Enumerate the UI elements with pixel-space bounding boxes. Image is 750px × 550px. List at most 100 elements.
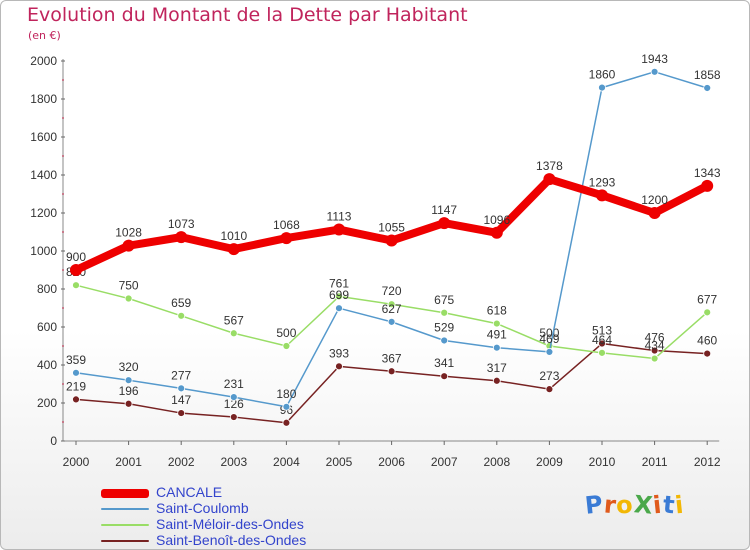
data-label: 126: [224, 397, 244, 411]
data-label: 180: [276, 387, 296, 401]
data-point: [701, 179, 714, 192]
data-label: 1028: [115, 226, 142, 240]
data-point: [543, 173, 556, 186]
data-label: 1343: [694, 166, 721, 180]
legend-swatch: [101, 540, 149, 542]
data-point: [227, 243, 240, 256]
data-point: [387, 367, 396, 376]
data-point: [177, 311, 186, 320]
data-label: 1096: [483, 213, 510, 227]
data-label: 273: [539, 369, 559, 383]
data-label: 1055: [378, 221, 405, 235]
data-label: 491: [487, 328, 507, 342]
x-tick-label: 2003: [220, 455, 247, 469]
x-tick-label: 2005: [326, 455, 353, 469]
x-tick-label: 2008: [483, 455, 510, 469]
data-label: 761: [329, 276, 349, 290]
legend-label: CANCALE: [156, 484, 223, 500]
y-tick-label: 1000: [30, 244, 57, 258]
data-point: [490, 226, 503, 239]
data-label: 675: [434, 293, 454, 307]
data-label: 1010: [220, 229, 247, 243]
data-label: 1943: [641, 52, 668, 66]
data-label: 720: [382, 284, 402, 298]
y-tick-label: 800: [37, 282, 57, 296]
x-tick-label: 2007: [431, 455, 458, 469]
data-point: [72, 368, 80, 377]
data-point: [492, 319, 501, 328]
data-point: [440, 308, 449, 317]
data-point: [124, 399, 133, 408]
legend-swatch: [101, 524, 149, 526]
data-label: 1147: [431, 203, 457, 217]
data-label: 513: [592, 324, 612, 338]
chart-subtitle: (en €): [28, 29, 61, 42]
data-label: 1293: [589, 175, 616, 189]
data-label: 500: [276, 326, 296, 340]
data-point: [122, 239, 135, 252]
data-label: 1860: [589, 68, 616, 82]
legend-label: Saint-Méloir-des-Ondes: [156, 516, 304, 532]
legend-swatch: [101, 488, 149, 498]
data-point: [72, 281, 80, 290]
data-point: [387, 317, 396, 326]
data-label: 677: [697, 292, 717, 306]
data-point: [282, 402, 291, 411]
data-point: [333, 223, 345, 236]
x-tick-label: 2006: [378, 455, 405, 469]
data-label: 476: [645, 331, 665, 345]
data-label: 196: [119, 384, 139, 398]
data-label: 219: [66, 379, 86, 393]
legend-swatch: [101, 508, 149, 510]
data-point: [598, 83, 606, 92]
data-point: [650, 354, 659, 363]
chart-title: Evolution du Montant de la Dette par Hab…: [27, 4, 468, 26]
x-tick-label: 2004: [273, 455, 300, 469]
data-point: [648, 207, 661, 219]
data-point: [282, 418, 291, 427]
data-point: [124, 376, 133, 385]
data-label: 1073: [168, 217, 195, 231]
data-point: [385, 234, 398, 247]
data-point: [124, 294, 133, 303]
data-point: [387, 300, 396, 309]
data-label: 231: [224, 377, 244, 391]
data-label: 359: [66, 353, 86, 367]
data-label: 460: [697, 334, 717, 348]
data-label: 320: [119, 360, 139, 374]
data-point: [703, 84, 712, 92]
data-label: 317: [487, 361, 507, 375]
data-label: 699: [329, 288, 349, 302]
data-point: [282, 342, 291, 350]
data-point: [492, 343, 501, 352]
data-point: [177, 384, 186, 393]
y-tick-label: 2000: [30, 54, 57, 68]
data-point: [335, 362, 343, 371]
proxiti-logo: ProXiti: [583, 490, 686, 520]
data-point: [70, 264, 82, 276]
y-tick-label: 1600: [30, 130, 57, 144]
data-label: 434: [645, 339, 665, 353]
x-tick-label: 2009: [536, 455, 563, 469]
data-label: 1858: [694, 68, 721, 82]
x-tick-label: 2010: [589, 455, 616, 469]
data-label: 147: [171, 393, 191, 407]
y-tick-label: 400: [37, 358, 57, 372]
data-point: [229, 393, 238, 402]
y-tick-label: 200: [37, 396, 57, 410]
data-point: [596, 189, 608, 202]
data-label: 1068: [273, 218, 300, 232]
data-point: [175, 231, 188, 244]
data-label: 500: [539, 326, 559, 340]
x-tick-label: 2011: [642, 455, 668, 469]
x-tick-label: 2002: [168, 455, 195, 469]
data-point: [229, 329, 238, 338]
data-label: 900: [66, 250, 86, 264]
data-label: 341: [434, 356, 454, 370]
data-label: 1378: [536, 159, 563, 173]
data-label: 469: [539, 332, 559, 346]
data-label: 627: [382, 302, 402, 316]
y-tick-label: 1800: [30, 92, 57, 106]
